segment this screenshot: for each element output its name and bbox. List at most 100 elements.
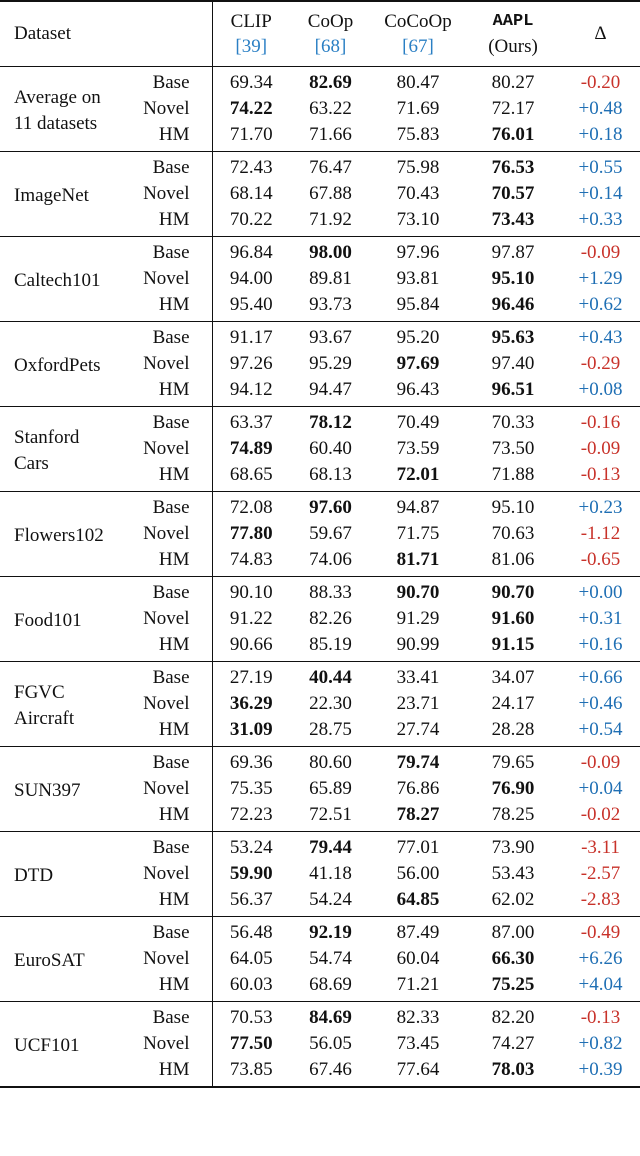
cell-coop: 82.26 bbox=[309, 608, 352, 629]
cell-cocoop: 91.29 bbox=[396, 608, 440, 629]
table-row: Novel 64.05 54.74 60.04 66.30 +6.26 bbox=[0, 946, 640, 972]
cell-clip: 64.05 bbox=[229, 948, 273, 969]
cell-coop: 67.88 bbox=[309, 183, 352, 204]
cell-cocoop: 71.69 bbox=[396, 98, 440, 119]
cell-aapl: 91.15 bbox=[465, 632, 561, 662]
cell-clip: 56.37 bbox=[212, 887, 290, 917]
cell-coop: 40.44 bbox=[309, 667, 352, 688]
row-label: HM bbox=[130, 122, 213, 152]
cell-aapl: 73.43 bbox=[465, 207, 561, 237]
cell-delta: -0.09 bbox=[580, 438, 621, 459]
cell-coop: 60.40 bbox=[309, 438, 352, 459]
table-row: Caltech101 Base 96.84 98.00 97.96 97.87 -0.09 bbox=[0, 236, 640, 322]
cell-cocoop: 27.74 bbox=[371, 717, 465, 747]
row-label: Base bbox=[130, 66, 213, 96]
header-clip-cite[interactable]: [39] bbox=[235, 36, 268, 57]
cell-clip: 77.50 bbox=[229, 1033, 273, 1054]
cell-coop: 56.05 bbox=[309, 1033, 352, 1054]
cell-coop: 54.74 bbox=[309, 948, 352, 969]
cell-delta: +6.26 bbox=[578, 948, 623, 969]
cell-delta: +0.48 bbox=[578, 98, 623, 119]
cell-delta: +0.33 bbox=[561, 207, 640, 237]
cell-delta: -0.09 bbox=[580, 242, 621, 263]
cell-delta: +0.82 bbox=[578, 1033, 623, 1054]
cell-coop: 95.29 bbox=[309, 353, 352, 374]
dataset-name: Food101 bbox=[0, 576, 130, 662]
row-label: Novel bbox=[130, 776, 213, 802]
cell-cocoop: 78.27 bbox=[371, 802, 465, 832]
cell-clip: 70.53 bbox=[229, 1007, 273, 1028]
header-cocoop-cite[interactable]: [67] bbox=[402, 36, 434, 57]
cell-coop: 98.00 bbox=[309, 242, 352, 263]
cell-aapl: 71.88 bbox=[465, 462, 561, 492]
row-label: Novel bbox=[130, 521, 213, 547]
cell-cocoop: 76.86 bbox=[396, 778, 440, 799]
header-coop-cite[interactable]: [68] bbox=[314, 36, 347, 57]
cell-delta: -2.83 bbox=[561, 887, 640, 917]
cell-cocoop: 71.21 bbox=[371, 972, 465, 1002]
cell-delta: +0.46 bbox=[578, 693, 623, 714]
cell-delta: -3.11 bbox=[581, 837, 620, 858]
cell-aapl: 76.53 bbox=[491, 157, 535, 178]
row-label: Novel bbox=[130, 266, 213, 292]
cell-delta: +0.54 bbox=[561, 717, 640, 747]
cell-delta: +0.66 bbox=[578, 667, 623, 688]
row-label: Base bbox=[130, 321, 213, 351]
cell-clip: 68.14 bbox=[229, 183, 273, 204]
cell-cocoop: 77.64 bbox=[371, 1057, 465, 1088]
cell-cocoop: 81.71 bbox=[371, 547, 465, 577]
cell-clip: 91.22 bbox=[229, 608, 273, 629]
table-row: SUN397 Base 69.36 80.60 79.74 79.65 -0.09 bbox=[0, 746, 640, 832]
cell-aapl: 96.51 bbox=[465, 377, 561, 407]
cell-coop: 65.89 bbox=[309, 778, 352, 799]
cell-delta: +0.14 bbox=[578, 183, 623, 204]
cell-aapl: 87.00 bbox=[491, 922, 535, 943]
cell-clip: 69.36 bbox=[229, 752, 273, 773]
cell-coop: 79.44 bbox=[309, 837, 352, 858]
dataset-name-line: Flowers102 bbox=[14, 524, 104, 546]
cell-clip: 74.22 bbox=[229, 98, 273, 119]
dataset-name-line: Stanford bbox=[14, 426, 80, 448]
cell-cocoop: 73.45 bbox=[396, 1033, 440, 1054]
cell-cocoop: 56.00 bbox=[396, 863, 440, 884]
cell-cocoop: 95.84 bbox=[371, 292, 465, 322]
cell-coop: 59.67 bbox=[309, 523, 352, 544]
cell-clip: 31.09 bbox=[212, 717, 290, 747]
cell-aapl: 74.27 bbox=[491, 1033, 535, 1054]
cell-coop: 74.06 bbox=[290, 547, 371, 577]
row-label: HM bbox=[130, 802, 213, 832]
cell-cocoop: 79.74 bbox=[396, 752, 440, 773]
cell-cocoop: 80.47 bbox=[396, 72, 440, 93]
cell-clip: 70.22 bbox=[212, 207, 290, 237]
table-row: HM 70.22 71.92 73.10 73.43 +0.33 bbox=[0, 207, 640, 237]
row-label: Base bbox=[130, 831, 213, 861]
cell-cocoop: 90.99 bbox=[371, 632, 465, 662]
header-clip: CLIP [39] bbox=[212, 0, 290, 67]
table-row: DTD Base 53.24 79.44 77.01 73.90 -3.11 bbox=[0, 831, 640, 917]
cell-aapl: 70.57 bbox=[491, 183, 535, 204]
cell-coop: 28.75 bbox=[290, 717, 371, 747]
header-split bbox=[130, 0, 213, 67]
row-label: Novel bbox=[130, 946, 213, 972]
cell-clip: 97.26 bbox=[229, 353, 273, 374]
cell-clip: 75.35 bbox=[229, 778, 273, 799]
table-row: OxfordPets Base 91.17 93.67 95.20 95.63 +0.43 bbox=[0, 321, 640, 407]
dataset-name-line: Cars bbox=[14, 452, 49, 474]
dataset-name: ImageNet bbox=[0, 151, 130, 237]
dataset-name-line: EuroSAT bbox=[14, 949, 85, 971]
header-coop-label: CoOp bbox=[307, 11, 354, 32]
row-label: Novel bbox=[130, 96, 213, 122]
cell-delta: +0.04 bbox=[578, 778, 623, 799]
cell-delta: +0.23 bbox=[578, 497, 623, 518]
cell-aapl: 80.27 bbox=[491, 72, 535, 93]
row-label: Base bbox=[130, 491, 213, 521]
cell-aapl: 95.10 bbox=[491, 497, 535, 518]
row-label: HM bbox=[130, 547, 213, 577]
table-row: Novel 74.89 60.40 73.59 73.50 -0.09 bbox=[0, 436, 640, 462]
header-coop: CoOp [68] bbox=[290, 0, 371, 67]
cell-coop: 92.19 bbox=[309, 922, 352, 943]
table-row: Novel 75.35 65.89 76.86 76.90 +0.04 bbox=[0, 776, 640, 802]
cell-aapl: 95.63 bbox=[491, 327, 535, 348]
cell-aapl: 76.90 bbox=[491, 778, 535, 799]
cell-clip: 77.80 bbox=[229, 523, 273, 544]
